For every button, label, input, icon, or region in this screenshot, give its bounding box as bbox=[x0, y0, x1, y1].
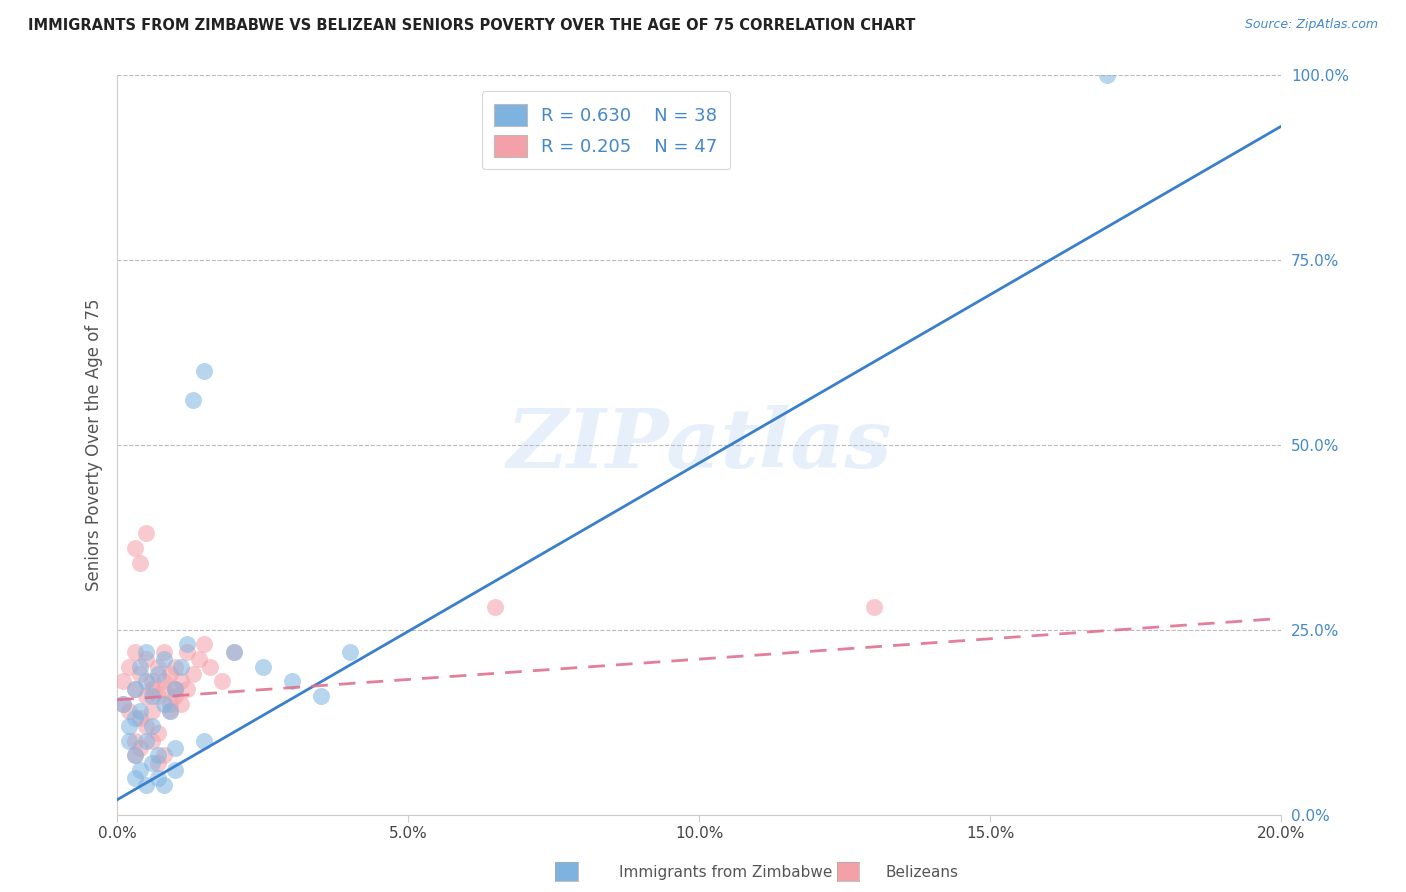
Point bbox=[152, 674, 174, 689]
Point bbox=[159, 697, 181, 711]
Point bbox=[193, 637, 215, 651]
Point bbox=[141, 719, 163, 733]
Point bbox=[111, 674, 134, 689]
Point bbox=[146, 689, 169, 703]
Point bbox=[159, 667, 181, 681]
Point bbox=[135, 778, 157, 792]
Point bbox=[141, 681, 163, 696]
Point bbox=[129, 659, 152, 673]
Point bbox=[135, 645, 157, 659]
Point bbox=[181, 667, 204, 681]
Point bbox=[146, 659, 169, 673]
Point bbox=[141, 674, 163, 689]
Point bbox=[124, 541, 146, 555]
Point bbox=[135, 733, 157, 747]
Point bbox=[165, 763, 187, 777]
Point bbox=[118, 733, 141, 747]
Point bbox=[124, 681, 146, 696]
Point bbox=[124, 748, 146, 763]
Point bbox=[146, 667, 169, 681]
Point bbox=[165, 659, 187, 673]
Point bbox=[124, 681, 146, 696]
Point bbox=[159, 704, 181, 718]
Point bbox=[484, 600, 506, 615]
Point bbox=[111, 697, 134, 711]
Point bbox=[146, 771, 169, 785]
Point bbox=[129, 711, 152, 725]
Point bbox=[181, 393, 204, 408]
Point bbox=[141, 756, 163, 770]
Point bbox=[152, 697, 174, 711]
Point bbox=[111, 697, 134, 711]
Point bbox=[862, 600, 884, 615]
Point bbox=[118, 659, 141, 673]
Point bbox=[193, 363, 215, 377]
Point bbox=[118, 719, 141, 733]
Point bbox=[159, 704, 181, 718]
Point bbox=[118, 704, 141, 718]
Point bbox=[146, 756, 169, 770]
Text: Immigrants from Zimbabwe: Immigrants from Zimbabwe bbox=[619, 865, 832, 880]
Legend: R = 0.630    N = 38, R = 0.205    N = 47: R = 0.630 N = 38, R = 0.205 N = 47 bbox=[482, 91, 730, 169]
Point bbox=[281, 674, 304, 689]
Point bbox=[152, 778, 174, 792]
Point bbox=[339, 645, 361, 659]
Point bbox=[309, 689, 332, 703]
Point bbox=[141, 704, 163, 718]
Point bbox=[170, 697, 193, 711]
Point bbox=[135, 674, 157, 689]
Point bbox=[222, 645, 245, 659]
Point bbox=[135, 526, 157, 541]
Point bbox=[141, 733, 163, 747]
Point bbox=[176, 681, 198, 696]
Point bbox=[200, 659, 222, 673]
Point bbox=[170, 659, 193, 673]
Point bbox=[252, 659, 274, 673]
Point bbox=[165, 689, 187, 703]
Point bbox=[124, 711, 146, 725]
Point bbox=[124, 748, 146, 763]
Point bbox=[165, 681, 187, 696]
Point bbox=[176, 637, 198, 651]
Point bbox=[165, 740, 187, 755]
Point bbox=[170, 674, 193, 689]
Point bbox=[135, 719, 157, 733]
Text: IMMIGRANTS FROM ZIMBABWE VS BELIZEAN SENIORS POVERTY OVER THE AGE OF 75 CORRELAT: IMMIGRANTS FROM ZIMBABWE VS BELIZEAN SEN… bbox=[28, 18, 915, 33]
Point bbox=[129, 740, 152, 755]
Point bbox=[146, 748, 169, 763]
Point bbox=[152, 652, 174, 666]
Point bbox=[222, 645, 245, 659]
Point bbox=[176, 645, 198, 659]
Point bbox=[129, 667, 152, 681]
Point bbox=[152, 748, 174, 763]
Point bbox=[124, 645, 146, 659]
Text: Belizeans: Belizeans bbox=[886, 865, 959, 880]
Point bbox=[129, 704, 152, 718]
Point bbox=[152, 681, 174, 696]
Point bbox=[165, 681, 187, 696]
Point bbox=[211, 674, 233, 689]
Point bbox=[129, 556, 152, 570]
Point bbox=[187, 652, 209, 666]
Y-axis label: Seniors Poverty Over the Age of 75: Seniors Poverty Over the Age of 75 bbox=[86, 298, 103, 591]
Point bbox=[146, 726, 169, 740]
Text: Source: ZipAtlas.com: Source: ZipAtlas.com bbox=[1244, 18, 1378, 31]
Text: ZIPatlas: ZIPatlas bbox=[506, 404, 891, 484]
Point bbox=[135, 652, 157, 666]
Point bbox=[141, 689, 163, 703]
Point bbox=[124, 771, 146, 785]
Point bbox=[193, 733, 215, 747]
Point bbox=[152, 645, 174, 659]
Point bbox=[124, 733, 146, 747]
Point bbox=[1095, 68, 1118, 82]
Point bbox=[129, 763, 152, 777]
Point bbox=[135, 689, 157, 703]
